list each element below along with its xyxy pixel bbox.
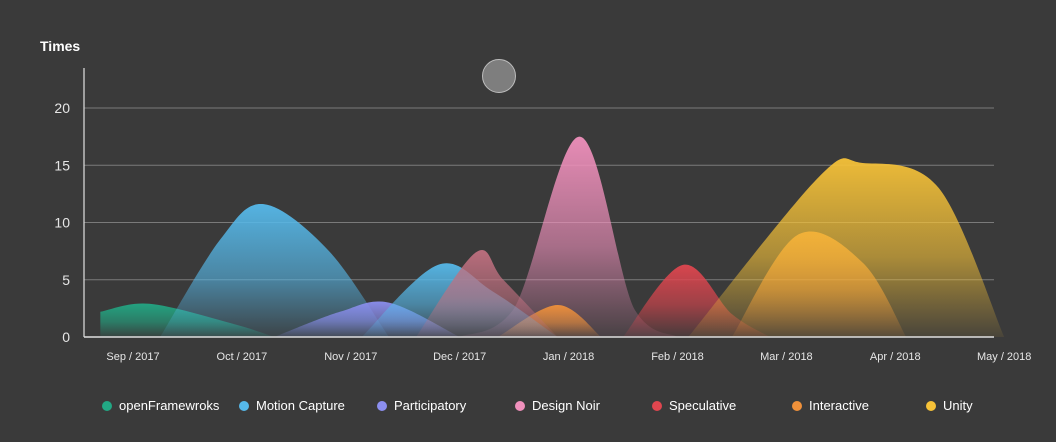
y-tick-label: 20 [54,100,70,116]
y-tick-label: 10 [54,215,70,231]
y-axis-title: Times [40,38,81,54]
cursor-indicator[interactable] [482,59,516,93]
legend-swatch [652,400,662,411]
area-motion-capture[interactable] [160,204,389,337]
x-tick-label: Jan / 2018 [543,351,594,363]
legend-item[interactable]: Participatory [377,398,466,413]
x-tick-label: May / 2018 [977,351,1031,363]
x-tick-label: Dec / 2017 [433,351,486,363]
legend-label: Speculative [669,398,737,413]
legend-label: Design Noir [532,398,600,413]
legend-swatch [239,400,249,411]
legend-swatch [515,400,525,411]
x-tick-label: Nov / 2017 [324,351,377,363]
series-areas [100,136,1005,337]
x-tick-label: Oct / 2017 [217,351,268,363]
legend-item[interactable]: Interactive [792,398,869,413]
legend-swatch [377,400,387,411]
legend-swatch [926,400,936,411]
axes [83,68,994,338]
y-tick-label: 0 [62,329,70,345]
legend-label: Motion Capture [256,398,345,413]
legend-swatch [792,400,802,411]
y-tick-label: 5 [62,272,70,288]
legend-item[interactable]: openFramewroks [102,398,219,413]
legend-label: openFramewroks [119,398,220,413]
legend: openFramewroks Motion Capture Participator… [0,398,1056,420]
x-tick-labels: Sep / 2017 Oct / 2017 Nov / 2017 Dec / 2017… [106,351,1031,363]
x-tick-label: Feb / 2018 [651,351,704,363]
y-tick-labels: 0 5 10 15 20 [54,100,70,345]
legend-label: Participatory [394,398,467,413]
y-tick-label: 15 [54,157,70,173]
legend-label: Interactive [809,398,869,413]
legend-label: Unity [943,398,973,413]
legend-item[interactable]: Motion Capture [239,398,345,413]
area-design-noir[interactable] [459,136,678,337]
area-unity[interactable] [688,158,1005,337]
legend-item[interactable]: Speculative [652,398,736,413]
legend-item[interactable]: Unity [926,398,973,413]
legend-swatch [102,400,112,411]
legend-item[interactable]: Design Noir [515,398,600,413]
x-tick-label: Apr / 2018 [870,351,921,363]
x-tick-label: Sep / 2017 [106,351,159,363]
area-speculative[interactable] [416,250,558,337]
x-tick-label: Mar / 2018 [760,351,813,363]
